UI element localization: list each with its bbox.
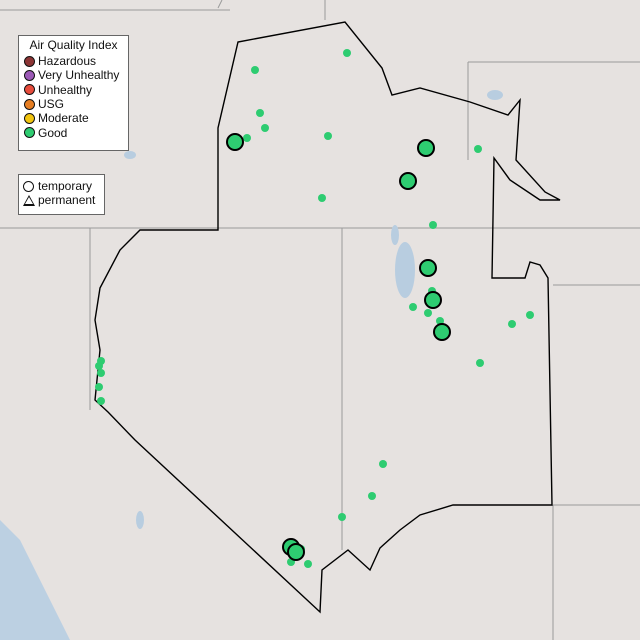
permanent-monitor-marker[interactable]: [409, 303, 417, 311]
permanent-monitor-marker[interactable]: [368, 492, 376, 500]
permanent-monitor-marker[interactable]: [343, 49, 351, 57]
legend-item-temporary: temporary: [23, 179, 100, 193]
temporary-monitor-marker[interactable]: [226, 133, 244, 151]
legend-label: Hazardous: [38, 54, 97, 69]
legend-label: Very Unhealthy: [38, 68, 120, 83]
legend-label: Good: [38, 125, 68, 140]
ocean: [0, 520, 70, 640]
legend-label: permanent: [38, 193, 96, 208]
permanent-monitor-marker[interactable]: [97, 369, 105, 377]
permanent-monitor-marker[interactable]: [97, 397, 105, 405]
permanent-monitor-marker[interactable]: [261, 124, 269, 132]
temporary-monitor-marker[interactable]: [433, 323, 451, 341]
permanent-monitor-marker[interactable]: [508, 320, 516, 328]
permanent-monitor-marker[interactable]: [304, 560, 312, 568]
permanent-monitor-marker[interactable]: [324, 132, 332, 140]
lakes: [124, 90, 503, 529]
permanent-monitor-marker[interactable]: [526, 311, 534, 319]
legend-label: Unhealthy: [38, 82, 93, 97]
permanent-monitor-marker[interactable]: [424, 309, 432, 317]
good-swatch-icon: [24, 127, 35, 139]
monitor-type-legend: temporary permanent: [18, 174, 105, 215]
temporary-monitor-marker[interactable]: [417, 139, 435, 157]
moderate-swatch-icon: [24, 112, 35, 124]
permanent-monitor-marker[interactable]: [474, 145, 482, 153]
legend-item-usg: USG: [24, 97, 123, 111]
usg-swatch-icon: [24, 98, 35, 110]
permanent-monitor-marker[interactable]: [95, 362, 103, 370]
legend-label: Moderate: [38, 111, 89, 126]
aqi-legend-title: Air Quality Index: [29, 38, 118, 52]
legend-item-permanent: permanent: [23, 193, 100, 207]
legend-label: temporary: [38, 179, 93, 194]
circle-icon: [23, 180, 34, 192]
legend-item-hazardous: Hazardous: [24, 54, 123, 68]
hazardous-swatch-icon: [24, 55, 35, 67]
legend-label: USG: [38, 97, 65, 112]
triangle-icon: [23, 194, 35, 206]
permanent-monitor-marker[interactable]: [251, 66, 259, 74]
legend-item-moderate: Moderate: [24, 111, 123, 125]
temporary-monitor-marker[interactable]: [399, 172, 417, 190]
permanent-monitor-marker[interactable]: [338, 513, 346, 521]
region-outline: [94, 21, 561, 614]
very-unhealthy-swatch-icon: [24, 69, 35, 81]
permanent-monitor-marker[interactable]: [256, 109, 264, 117]
permanent-monitor-marker[interactable]: [318, 194, 326, 202]
legend-item-good: Good: [24, 125, 123, 140]
temporary-monitor-marker[interactable]: [424, 291, 442, 309]
temporary-monitor-marker[interactable]: [419, 259, 437, 277]
permanent-monitor-marker[interactable]: [379, 460, 387, 468]
aqi-legend: Air Quality Index Hazardous Very Unhealt…: [18, 35, 129, 151]
permanent-monitor-marker[interactable]: [95, 383, 103, 391]
unhealthy-swatch-icon: [24, 84, 35, 96]
permanent-monitor-marker[interactable]: [476, 359, 484, 367]
permanent-monitor-marker[interactable]: [243, 134, 251, 142]
monitor-markers: [95, 49, 534, 568]
permanent-monitor-marker[interactable]: [429, 221, 437, 229]
legend-item-very-unhealthy: Very Unhealthy: [24, 68, 123, 82]
temporary-monitor-marker[interactable]: [287, 543, 305, 561]
legend-item-unhealthy: Unhealthy: [24, 83, 123, 97]
